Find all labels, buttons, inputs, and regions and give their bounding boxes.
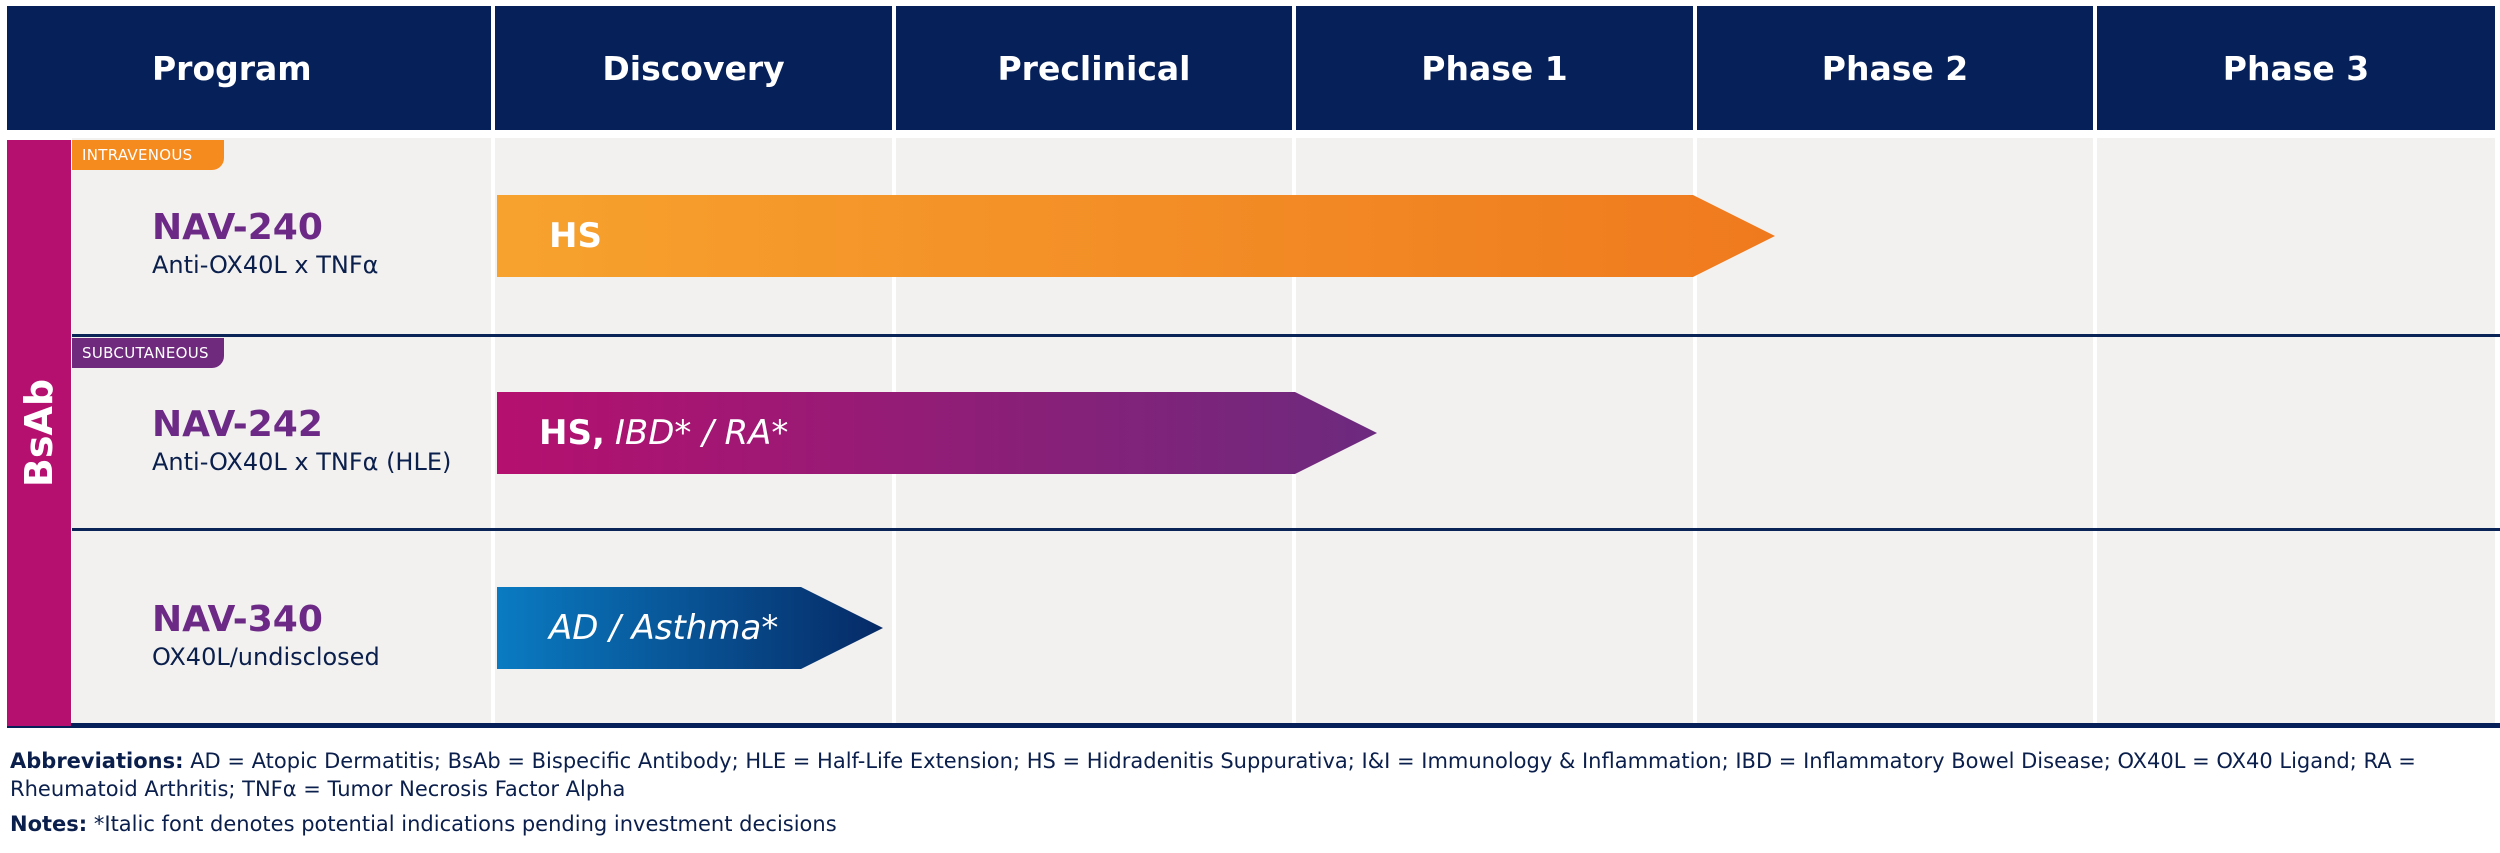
header-label: Phase 1 [1421,48,1568,88]
header-label: Phase 3 [2222,48,2370,88]
indication-bold: HS [549,216,602,256]
abbreviations-label: Abbreviations: [10,749,184,773]
program-target: Anti-OX40L x TNFα [152,251,379,279]
notes-text: *Italic font denotes potential indicatio… [93,812,837,836]
route-tag-subcutaneous: SUBCUTANEOUS [72,338,224,368]
program-name: NAV-340 [152,599,323,640]
header-discovery: Discovery [495,6,892,130]
program-column [72,138,491,726]
header-program: Program [7,6,491,130]
program-name: NAV-240 [152,207,323,248]
progress-arrow-nav-242: HS, IBD* / RA* [497,392,1377,474]
program-name: NAV-242 [152,404,323,445]
program-target: OX40L/undisclosed [152,643,380,671]
phase-3-column [2097,138,2495,726]
notes-label: Notes: [10,812,88,836]
abbreviations-note: Abbreviations: AD = Atopic Dermatitis; B… [10,747,2480,803]
progress-arrow-nav-240: HS [497,195,1775,277]
route-tag-label: INTRAVENOUS [82,146,193,164]
route-tag-label: SUBCUTANEOUS [82,344,209,362]
header-phase-2: Phase 2 [1697,6,2093,130]
header-label: Preclinical [997,48,1191,88]
indication-italic: IBD* / RA* [614,413,789,453]
header-preclinical: Preclinical [896,6,1292,130]
category-label: BsAb [17,378,61,488]
header-phase-1: Phase 1 [1296,6,1693,130]
header-phase-3: Phase 3 [2097,6,2495,130]
row-divider [72,334,2500,337]
category-bar [7,140,71,726]
indication-bold: HS, [539,413,605,453]
program-target: Anti-OX40L x TNFα (HLE) [152,448,452,476]
abbreviations-text: AD = Atopic Dermatitis; BsAb = Bispecifi… [10,749,2416,801]
header-label: Program [152,48,312,88]
notes-note: Notes: *Italic font denotes potential in… [10,810,2480,838]
progress-arrow-nav-340: AD / Asthma* [497,587,883,669]
route-tag-intravenous: INTRAVENOUS [72,140,224,170]
header-label: Phase 2 [1821,48,1969,88]
bottom-rule [7,723,2500,728]
header-label: Discovery [602,48,785,88]
phase-2-column [1697,138,2093,726]
indication-italic: AD / Asthma* [549,608,779,648]
row-divider [72,528,2500,531]
